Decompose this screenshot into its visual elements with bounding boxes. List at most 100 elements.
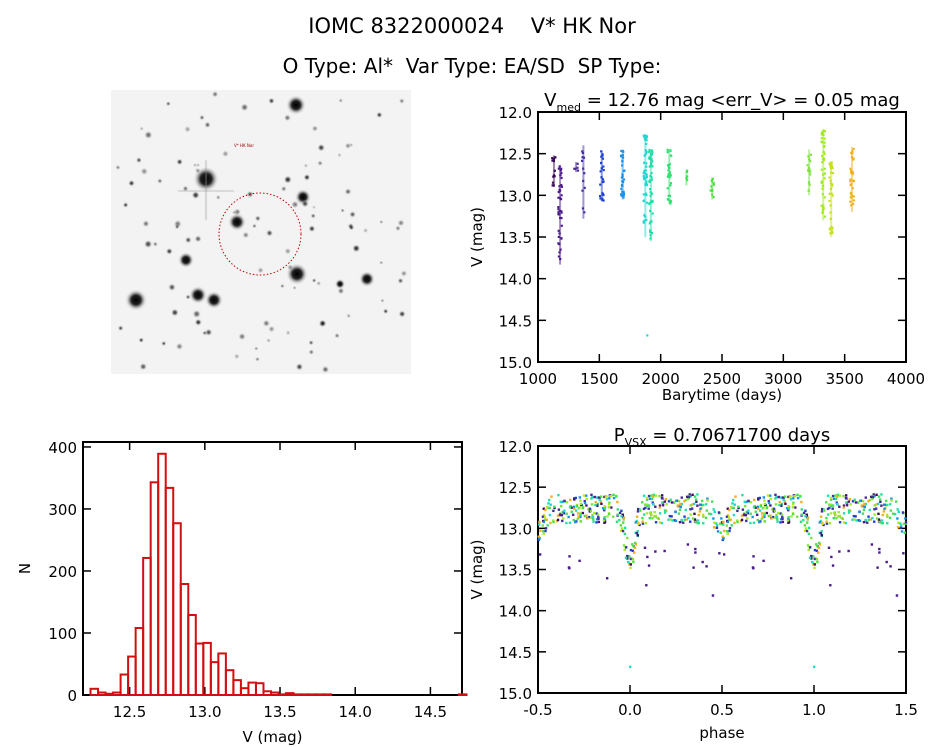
data-point bbox=[654, 521, 658, 524]
plot-title: PVSX = 0.70671700 days bbox=[614, 425, 830, 449]
data-point bbox=[674, 519, 678, 523]
data-point bbox=[709, 189, 712, 192]
data-point bbox=[823, 215, 827, 218]
data-point bbox=[832, 497, 836, 501]
data-point bbox=[809, 160, 812, 163]
data-point bbox=[803, 529, 807, 532]
data-point bbox=[752, 555, 755, 558]
data-point bbox=[726, 520, 730, 524]
data-point bbox=[642, 507, 646, 511]
data-point bbox=[712, 196, 715, 199]
data-point bbox=[825, 516, 828, 520]
data-point bbox=[546, 524, 549, 527]
data-point-column bbox=[668, 149, 671, 204]
histogram-bar bbox=[224, 669, 235, 696]
data-point bbox=[720, 517, 723, 520]
data-point bbox=[644, 506, 647, 510]
data-point bbox=[642, 176, 646, 179]
y-tick-label: 13.5 bbox=[499, 229, 532, 247]
data-point bbox=[800, 513, 804, 516]
data-point bbox=[637, 507, 640, 511]
data-point bbox=[622, 518, 625, 521]
data-point bbox=[629, 548, 633, 552]
data-point bbox=[904, 521, 908, 524]
data-point bbox=[645, 201, 648, 204]
data-point bbox=[829, 498, 833, 501]
data-point bbox=[559, 500, 562, 504]
data-point bbox=[591, 513, 594, 517]
data-point bbox=[863, 505, 867, 509]
data-point bbox=[812, 563, 815, 566]
data-point bbox=[591, 496, 594, 499]
data-point bbox=[886, 515, 889, 518]
data-point bbox=[670, 515, 673, 518]
data-point bbox=[687, 497, 690, 500]
data-point bbox=[851, 518, 854, 521]
star-blob bbox=[338, 98, 343, 103]
data-point bbox=[650, 494, 653, 497]
data-point bbox=[878, 551, 881, 554]
data-point bbox=[726, 532, 729, 535]
data-point bbox=[805, 529, 809, 533]
data-point bbox=[722, 520, 725, 524]
star-blob bbox=[194, 318, 202, 326]
data-point bbox=[619, 529, 623, 532]
data-point bbox=[792, 501, 795, 505]
data-point bbox=[608, 497, 611, 500]
data-point bbox=[721, 523, 725, 526]
data-point bbox=[651, 517, 654, 520]
y-axis-label: V (mag) bbox=[468, 207, 486, 267]
star-blob bbox=[182, 185, 189, 192]
data-point bbox=[629, 566, 632, 570]
data-point bbox=[561, 519, 564, 523]
data-point bbox=[602, 194, 605, 197]
data-point bbox=[615, 495, 618, 498]
data-point bbox=[647, 504, 651, 507]
star-blob bbox=[192, 309, 201, 319]
star-blob bbox=[344, 188, 352, 195]
data-point bbox=[704, 516, 708, 519]
data-point bbox=[610, 506, 613, 509]
data-point bbox=[568, 521, 572, 525]
data-point bbox=[665, 509, 668, 512]
data-point bbox=[691, 517, 695, 520]
data-point bbox=[890, 499, 893, 502]
data-point bbox=[731, 502, 734, 505]
data-point bbox=[552, 519, 555, 522]
y-axis-label: V (mag) bbox=[468, 539, 486, 599]
data-point bbox=[643, 219, 646, 223]
data-point bbox=[761, 516, 764, 519]
data-point bbox=[601, 507, 605, 510]
data-point bbox=[689, 508, 692, 511]
histogram-bar bbox=[322, 693, 333, 697]
data-point bbox=[857, 519, 860, 522]
data-point bbox=[852, 199, 855, 202]
data-point bbox=[875, 503, 878, 506]
data-point bbox=[848, 498, 852, 501]
y-tick-label: 14.0 bbox=[499, 271, 532, 289]
star-blob bbox=[301, 200, 309, 208]
data-point bbox=[635, 515, 639, 518]
star-blob bbox=[346, 313, 351, 318]
data-point bbox=[728, 527, 732, 530]
data-point bbox=[622, 521, 625, 524]
data-point bbox=[723, 529, 726, 533]
data-point bbox=[608, 501, 611, 505]
data-point bbox=[823, 152, 826, 155]
star-blob bbox=[311, 125, 318, 132]
data-point bbox=[554, 156, 557, 159]
plot-frame bbox=[537, 445, 907, 694]
data-point bbox=[544, 527, 548, 530]
data-point bbox=[636, 510, 640, 513]
data-point bbox=[556, 514, 560, 517]
data-point bbox=[726, 507, 729, 510]
data-point bbox=[847, 500, 851, 503]
data-point bbox=[897, 510, 900, 513]
data-point bbox=[770, 517, 773, 520]
data-point bbox=[795, 515, 799, 518]
data-point bbox=[626, 536, 629, 540]
data-point bbox=[832, 511, 836, 515]
data-point bbox=[710, 500, 714, 503]
data-point bbox=[796, 493, 799, 497]
star-blob bbox=[310, 213, 316, 219]
